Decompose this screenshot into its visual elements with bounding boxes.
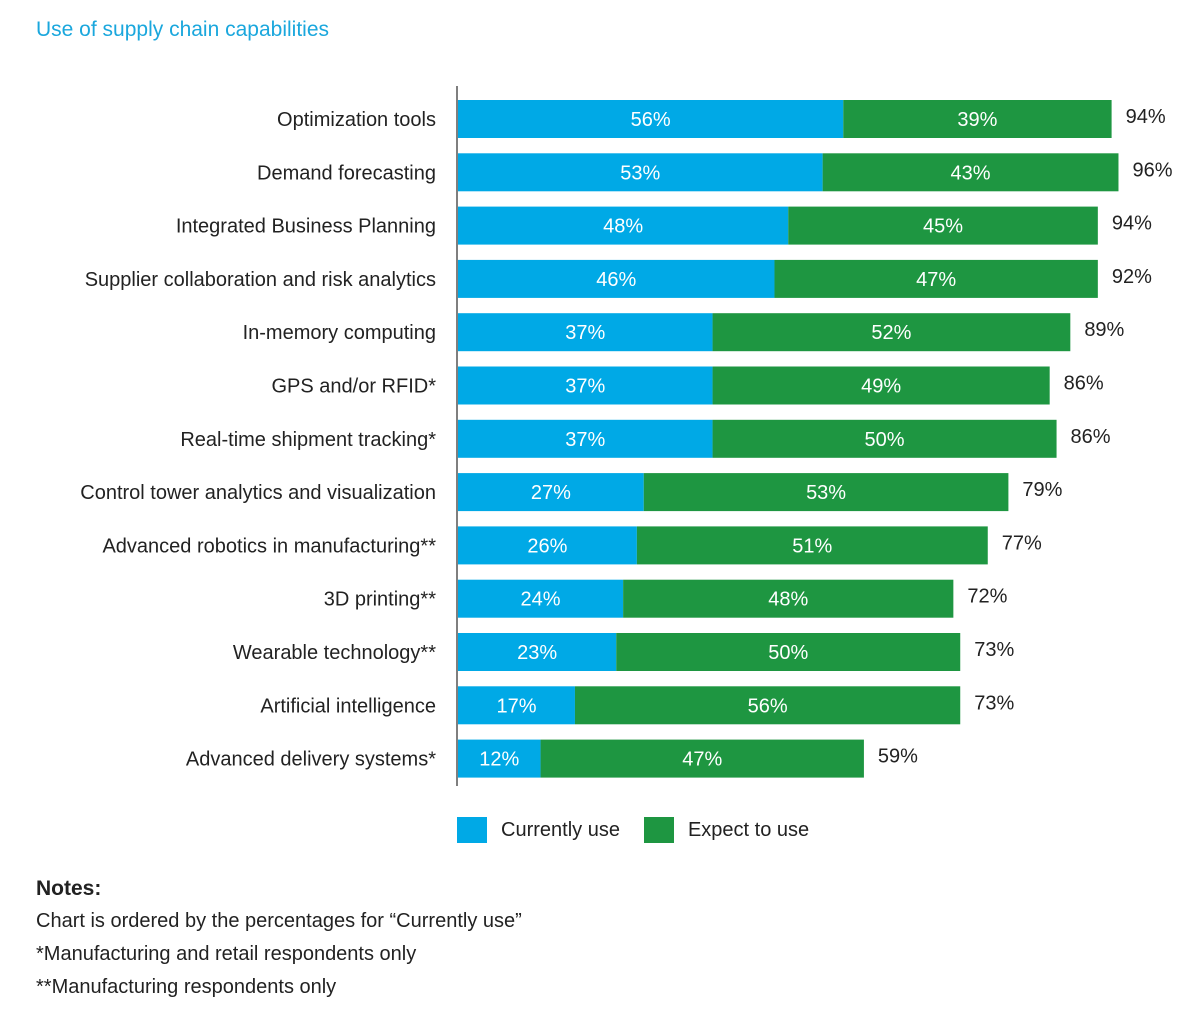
data-label: 26%: [527, 535, 567, 557]
category-label: Advanced delivery systems*: [186, 749, 436, 771]
total-label: 73%: [974, 692, 1014, 714]
data-label: 17%: [496, 695, 536, 717]
bar-currently-use: [458, 259, 775, 298]
bar-expect-to-use: [774, 259, 1098, 298]
category-label: Control tower analytics and visualizatio…: [80, 482, 436, 504]
data-label: 37%: [565, 376, 605, 398]
total-label: 94%: [1126, 106, 1166, 128]
total-label: 73%: [974, 639, 1014, 661]
category-label: Artificial intelligence: [260, 695, 436, 717]
bar-currently-use: [458, 526, 637, 565]
data-label: 46%: [596, 269, 636, 291]
category-label: Wearable technology**: [233, 642, 436, 664]
bars-group: Optimization tools 56% 39% 94% Demand foreca…: [80, 100, 1173, 778]
total-label: 79%: [1022, 479, 1062, 501]
chart-title: Use of supply chain capabilities: [36, 18, 329, 41]
bar-expect-to-use: [712, 366, 1050, 405]
category-label: Advanced robotics in manufacturing**: [102, 535, 436, 557]
bar-expect-to-use: [843, 100, 1112, 138]
data-label: 37%: [565, 429, 605, 451]
data-label: 48%: [768, 589, 808, 611]
legend-swatch-current: [457, 817, 487, 843]
total-label: 94%: [1112, 213, 1152, 235]
bar-currently-use: [458, 206, 789, 245]
bar-expect-to-use: [712, 419, 1057, 458]
bar-currently-use: [458, 366, 713, 405]
legend: Currently use Expect to use: [457, 816, 809, 844]
bar-currently-use: [458, 739, 541, 778]
bar-expect-to-use: [623, 579, 954, 618]
data-label: 39%: [957, 109, 997, 131]
data-label: 48%: [603, 216, 643, 238]
category-label: Integrated Business Planning: [176, 216, 436, 238]
data-label: 53%: [620, 162, 660, 184]
data-label: 43%: [951, 162, 991, 184]
bar-expect-to-use: [643, 473, 1009, 512]
bar-currently-use: [458, 579, 624, 618]
bar-currently-use: [458, 100, 844, 138]
data-label: 50%: [865, 429, 905, 451]
data-label: 51%: [792, 535, 832, 557]
bar-expect-to-use: [636, 526, 988, 565]
note-line: Chart is ordered by the percentages for …: [36, 910, 522, 932]
notes-title: Notes:: [36, 877, 102, 900]
bar-expect-to-use: [712, 313, 1071, 352]
category-label: Optimization tools: [277, 109, 436, 131]
data-label: 49%: [861, 376, 901, 398]
legend-item-expect: Expect to use: [643, 817, 810, 843]
category-label: GPS and/or RFID*: [271, 376, 436, 398]
total-label: 59%: [878, 746, 918, 768]
bar-currently-use: [458, 686, 575, 725]
category-label: In-memory computing: [243, 322, 436, 344]
data-label: 23%: [517, 642, 557, 664]
bar-expect-to-use: [574, 686, 961, 725]
total-label: 72%: [967, 586, 1007, 608]
data-label: 12%: [479, 749, 519, 771]
bar-currently-use: [458, 633, 617, 671]
data-label: 52%: [871, 322, 911, 344]
bar-expect-to-use: [788, 206, 1098, 245]
legend-item-current: Currently use: [457, 817, 620, 843]
total-label: 89%: [1084, 319, 1124, 341]
note-line: **Manufacturing respondents only: [36, 976, 337, 998]
data-label: 47%: [916, 269, 956, 291]
legend-label-expect: Expect to use: [687, 818, 810, 841]
total-label: 86%: [1064, 373, 1104, 395]
bar-currently-use: [458, 153, 823, 192]
notes-section: Notes: Chart is ordered by the percentag…: [36, 872, 522, 1004]
data-label: 56%: [631, 109, 671, 131]
legend-swatch-expect: [643, 817, 674, 843]
total-label: 92%: [1112, 266, 1152, 288]
category-label: Real-time shipment tracking*: [180, 429, 436, 451]
bar-expect-to-use: [822, 153, 1119, 192]
category-label: Demand forecasting: [257, 162, 436, 184]
category-label: 3D printing**: [324, 589, 437, 611]
legend-label-current: Currently use: [501, 818, 620, 841]
note-line: *Manufacturing and retail respondents on…: [36, 943, 417, 965]
total-label: 96%: [1132, 159, 1172, 181]
data-label: 50%: [768, 642, 808, 664]
stacked-bar-chart: Optimization tools 56% 39% 94% Demand foreca…: [80, 86, 1173, 786]
total-label: 86%: [1071, 426, 1111, 448]
data-label: 45%: [923, 216, 963, 238]
bar-currently-use: [458, 419, 713, 458]
data-label: 37%: [565, 322, 605, 344]
bar-currently-use: [458, 313, 713, 352]
total-label: 77%: [1002, 532, 1042, 554]
category-label: Supplier collaboration and risk analytic…: [85, 269, 436, 291]
data-label: 56%: [748, 695, 788, 717]
data-label: 27%: [531, 482, 571, 504]
bar-currently-use: [458, 473, 644, 512]
bar-expect-to-use: [540, 739, 864, 778]
data-label: 24%: [521, 589, 561, 611]
data-label: 47%: [682, 749, 722, 771]
bar-expect-to-use: [616, 633, 961, 671]
data-label: 53%: [806, 482, 846, 504]
